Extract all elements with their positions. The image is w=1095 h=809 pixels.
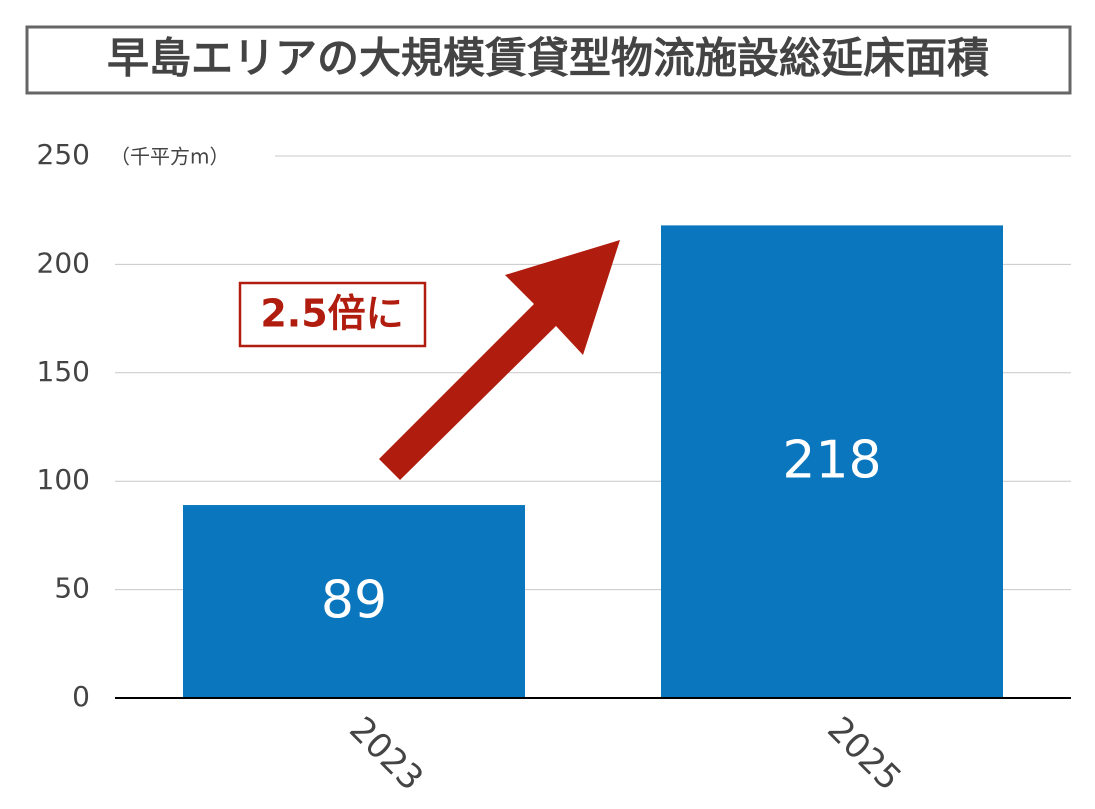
growth-arrow xyxy=(379,240,620,480)
value-label: 89 xyxy=(321,571,387,631)
y-tick-label: 250 xyxy=(37,138,90,171)
x-tick-label: 2023 xyxy=(341,709,430,798)
y-axis-unit: （千平方m） xyxy=(110,145,229,169)
annotation-box xyxy=(238,281,427,348)
annotation: 2.5倍に xyxy=(260,292,403,336)
value-label: 218 xyxy=(782,431,881,491)
plot-area: 0 50 100 150 200 250 89 2023 218 2025 xyxy=(37,138,1071,799)
y-tick-label: 0 xyxy=(72,680,90,713)
y-tick-label: 150 xyxy=(37,355,90,388)
bar xyxy=(183,505,525,698)
x-tick-label: 2025 xyxy=(819,709,908,798)
y-tick-label: 100 xyxy=(37,463,90,496)
bar xyxy=(661,225,1003,698)
y-tick-label: 200 xyxy=(37,246,90,279)
title-box xyxy=(25,25,1072,95)
y-tick-label: 50 xyxy=(54,572,90,605)
chart-title: 早島エリアの大規模賃貸型物流施設総延床面積 xyxy=(107,34,989,83)
